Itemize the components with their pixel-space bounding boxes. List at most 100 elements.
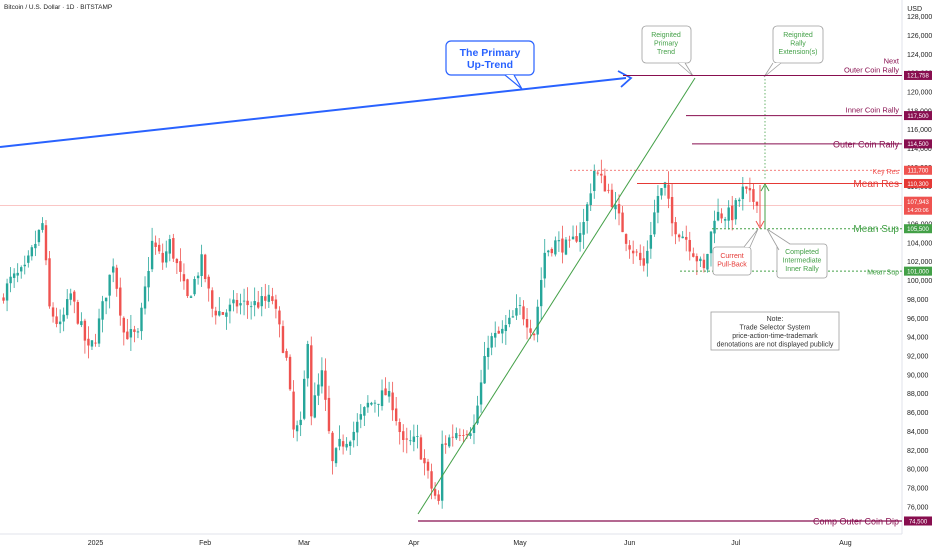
candle-body [331,432,334,462]
candle-body [356,421,359,433]
candle-body [716,211,720,221]
candle-body [409,440,412,442]
candle-body [745,186,748,189]
candle-body [73,291,76,302]
candle-body [430,471,433,489]
candle-body [111,266,115,273]
y-tick-label: 90,000 [907,372,929,379]
candle-body [175,258,179,264]
level-label: Mean Sup [867,270,899,277]
candle-body [278,310,281,325]
candle-body [660,188,663,196]
y-tick-label: 114,000 [907,146,932,153]
candle-body [341,441,345,447]
candle-body [444,443,447,445]
primary-trend-callout-pointer [504,74,523,90]
candle-body [723,219,727,221]
candle-body [479,382,483,405]
candle-body [317,384,320,396]
last-price-countdown: 14:20:06 [907,208,928,214]
candle-body [642,258,645,266]
candle-body [338,438,341,447]
candle-body [603,175,607,192]
candle-body [497,330,500,334]
candle-body [48,258,51,307]
candle-body [462,435,465,436]
candle-body [69,293,72,300]
candle-body [104,297,108,302]
y-tick-label: 128,000 [907,14,932,21]
candle-body [20,267,23,272]
candle-body [225,312,228,317]
candle-body [37,229,41,243]
primary-uptrend-arrowhead [617,70,633,88]
candle-body [30,247,34,257]
candle-body [359,414,362,420]
candle-body [90,340,94,347]
candle-body [405,438,408,440]
candle-body [391,392,394,411]
level-label: Mean Res [853,179,899,190]
level-price-tag-text: 121,758 [907,74,929,80]
candle-body [44,225,48,261]
candle-body [143,286,147,309]
candle-body [16,272,19,276]
candles [2,159,759,509]
candle-body [677,234,681,238]
candle-body [55,316,58,324]
candle-body [585,204,589,221]
candle-body [571,236,575,240]
chart-title: Bitcoin / U.S. Dollar · 1D · BITSTAMP [4,4,113,11]
candle-body [253,301,256,306]
candle-body [667,184,670,199]
candle-body [384,388,387,396]
y-tick-label: 104,000 [907,240,932,247]
candle-body [182,274,186,282]
candle-body [87,338,90,346]
candle-body [257,302,260,308]
candle-body [246,300,249,306]
candle-body [122,317,126,333]
x-tick-label: Aug [839,540,852,547]
candle-body [423,458,426,464]
candle-body [306,344,309,379]
rally-extension-pointer [763,62,782,78]
y-tick-label: 102,000 [907,259,932,266]
candle-body [458,435,462,437]
x-tick-label: Jun [624,540,635,547]
candle-body [260,295,263,307]
level-price-tag-text: 110,300 [907,182,929,188]
candle-body [525,318,529,328]
candle-body [402,431,405,440]
candle-body [203,254,207,279]
y-tick-label: 116,000 [907,127,932,134]
level-price-tag-text: 74,500 [909,519,928,525]
candle-body [465,434,469,435]
level-price-tag [904,70,932,80]
candle-body [310,345,313,417]
candle-body [154,242,157,247]
candle-body [23,264,26,267]
candle-body [377,403,380,405]
y-tick-label: 124,000 [907,52,932,59]
candle-body [501,328,504,334]
candle-body [713,220,716,234]
y-tick-label: 84,000 [907,429,929,436]
reignited-primary-callout [641,25,692,64]
candle-body [412,436,416,442]
y-tick-label: 94,000 [907,335,929,342]
candle-body [239,303,242,306]
candle-body [734,200,737,220]
candle-body [738,199,741,202]
candle-body [593,170,596,192]
rally-extension-callout [772,25,824,64]
rally-extension-label: Reignited Rally Extension(s) [779,32,818,56]
candle-body [600,173,603,176]
candle-body [207,276,210,289]
candle-body [695,256,699,262]
last-price-value: 107,943 [907,200,929,206]
rally-arrow-head [760,182,770,192]
candle-body [578,233,582,243]
candle-body [218,311,221,316]
